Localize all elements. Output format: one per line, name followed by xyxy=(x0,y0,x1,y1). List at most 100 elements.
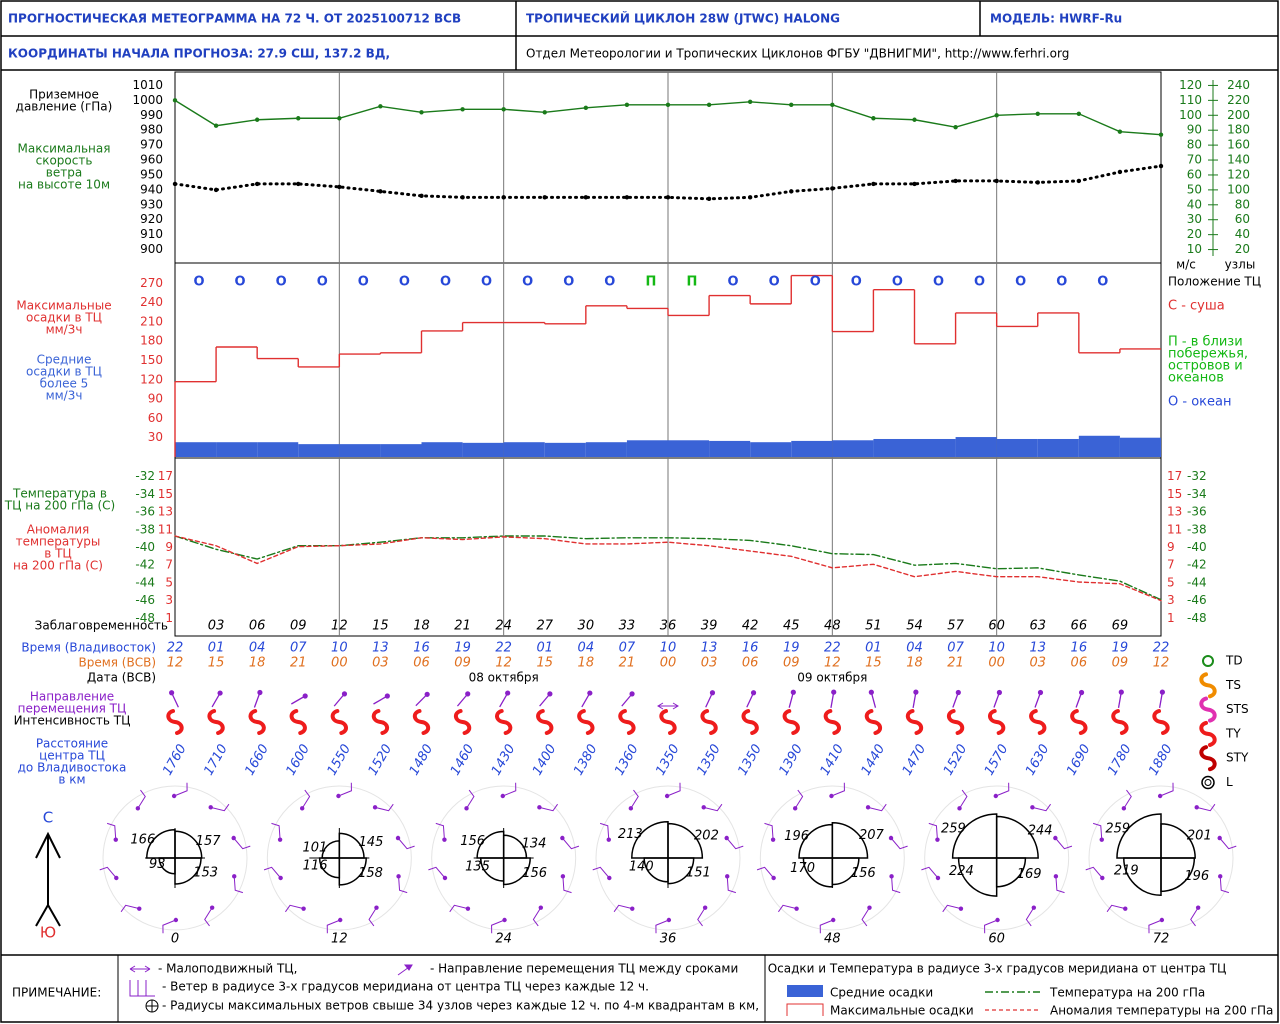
axis-label: скорость xyxy=(36,154,93,168)
direction-arrow xyxy=(746,692,755,708)
y-tick-label: -36 xyxy=(1187,505,1207,519)
legend-entry: Аномалия температуры на 200 гПа xyxy=(1050,1004,1273,1018)
y-tick-label: 5 xyxy=(165,575,173,589)
radius-lead: 60 xyxy=(988,932,1005,947)
wind-barb xyxy=(697,907,706,927)
y-tick-label: 270 xyxy=(140,276,163,290)
direction-arrow xyxy=(290,695,306,705)
row-value: 16 xyxy=(413,641,430,656)
y-tick-label: 220 xyxy=(1227,93,1250,107)
point xyxy=(254,117,260,122)
row-value: 07 xyxy=(947,641,964,656)
direction-arrow xyxy=(912,692,917,708)
radius-label: 201 xyxy=(1187,829,1212,844)
wind-barb xyxy=(233,876,244,894)
wind-barb xyxy=(561,837,580,850)
direction-arrow-head xyxy=(1159,689,1165,695)
bar xyxy=(750,442,792,457)
radius-label: 196 xyxy=(1184,869,1209,884)
position-code: П xyxy=(645,275,656,290)
radius-arc xyxy=(1160,823,1196,859)
radius-lead: 72 xyxy=(1153,932,1170,947)
direction-arrow-head xyxy=(629,691,635,697)
legend-symbol xyxy=(1199,720,1217,747)
y-tick-label: 9 xyxy=(165,540,173,554)
point xyxy=(789,189,794,194)
direction-arrow xyxy=(788,692,794,708)
axis-label: температуры xyxy=(16,535,101,549)
row-value: 21 xyxy=(947,656,964,671)
wind-barb xyxy=(539,803,559,812)
y-tick-label: 180 xyxy=(140,334,163,348)
point xyxy=(706,196,712,202)
y-tick-label: -40 xyxy=(135,540,155,554)
row-value: 21 xyxy=(619,656,636,671)
bar xyxy=(298,444,340,457)
axis-label: ТЦ на 200 гПа (С) xyxy=(4,499,115,513)
distance-label: 1520 xyxy=(941,742,971,778)
axis-label: мм/3ч xyxy=(46,323,83,337)
row-value: 09 октября xyxy=(797,671,867,685)
x-tick-label: 24 xyxy=(495,619,512,634)
row-value: 06 xyxy=(413,656,430,671)
position-code: О xyxy=(522,275,533,290)
x-tick-label: 06 xyxy=(249,619,266,634)
point xyxy=(460,195,465,200)
y-tick-label: 7 xyxy=(165,558,173,572)
y-tick-label: 930 xyxy=(140,197,163,211)
radius-label: 224 xyxy=(949,864,974,879)
point xyxy=(994,113,999,118)
wind-barb xyxy=(1025,907,1035,927)
direction-arrow xyxy=(1075,692,1083,708)
wind-barb xyxy=(1196,803,1216,812)
axis-label: на высоте 10м xyxy=(18,178,110,192)
direction-arrow xyxy=(456,693,469,707)
point xyxy=(1035,111,1040,116)
wind-barb xyxy=(532,907,542,927)
x-tick-label: 12 xyxy=(331,619,348,634)
direction-symbol xyxy=(403,964,413,971)
direction-arrow-head xyxy=(505,690,511,696)
radius-arc xyxy=(1116,813,1162,859)
wind-barb xyxy=(613,904,633,913)
wind-barb xyxy=(173,782,188,797)
x-tick-label: 66 xyxy=(1071,619,1088,634)
y-tick-label: 210 xyxy=(140,314,163,328)
wind-ring xyxy=(924,785,1070,931)
intensity-symbol xyxy=(864,709,883,735)
radius-arc xyxy=(995,815,1039,859)
point xyxy=(624,102,630,108)
x-tick-label: 48 xyxy=(824,619,841,634)
legend-max-swatch xyxy=(786,1003,824,1016)
wind-barb xyxy=(204,907,213,927)
wind-dot xyxy=(372,805,378,810)
distance-label: 1350 xyxy=(653,742,683,778)
wind-barb xyxy=(959,789,968,809)
radius-label: 157 xyxy=(196,834,222,849)
wind-barb xyxy=(1123,789,1132,809)
bar xyxy=(668,440,710,457)
intensity-symbol xyxy=(905,709,924,735)
y-tick-label: 15 xyxy=(158,487,173,501)
legend-code: STS xyxy=(1226,702,1249,716)
point xyxy=(912,117,917,122)
direction-arrow-head xyxy=(424,691,430,697)
wind-barb xyxy=(726,837,744,850)
bar xyxy=(996,438,1038,457)
bar xyxy=(462,442,504,457)
wind-barb xyxy=(756,866,775,879)
y-tick-label: 11 xyxy=(158,522,173,536)
intensity-symbol xyxy=(495,709,513,735)
wind-barb xyxy=(655,919,670,934)
row-value: 16 xyxy=(1071,641,1088,656)
point xyxy=(953,178,958,184)
position-code: О xyxy=(933,275,944,290)
row-value: 19 xyxy=(783,641,800,656)
intensity-symbol xyxy=(207,709,225,735)
x-tick-label: 27 xyxy=(536,619,553,634)
position-code: О xyxy=(193,275,204,290)
wind-barb xyxy=(491,919,505,934)
direction-arrow xyxy=(581,692,591,708)
